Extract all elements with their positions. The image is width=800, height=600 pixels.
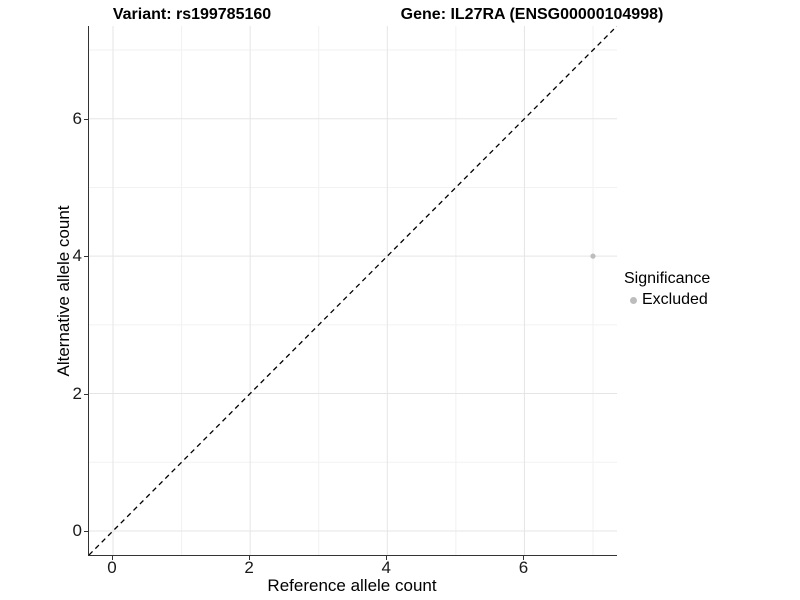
x-tick-mark	[523, 556, 525, 560]
y-tick-mark	[84, 118, 88, 120]
y-tick-mark	[84, 256, 88, 258]
plot-panel	[88, 26, 617, 556]
legend-entry: Excluded	[624, 291, 710, 309]
x-tick-label: 4	[381, 558, 392, 577]
y-tick-mark	[84, 530, 88, 532]
y-tick-mark	[84, 393, 88, 395]
y-axis-label: Alternative allele count	[54, 205, 73, 377]
y-tick-label: 6	[72, 108, 82, 128]
x-tick-label: 6	[518, 558, 529, 577]
data-point	[590, 253, 596, 259]
x-axis-label: Reference allele count	[267, 576, 437, 595]
legend-title: Significance	[624, 270, 711, 287]
legend-point-icon	[630, 296, 637, 304]
plot-title-gene: Gene: IL27RA (ENSG00000104998)	[400, 6, 664, 23]
y-tick-label: 4	[72, 246, 82, 266]
y-tick-label: 0	[72, 520, 82, 540]
x-tick-mark	[112, 556, 113, 560]
legend-entries: Excluded	[624, 291, 710, 309]
x-tick-mark	[249, 556, 251, 560]
x-tick-mark	[386, 556, 388, 560]
legend-entry-label: Excluded	[642, 291, 708, 308]
plot-area	[89, 26, 617, 555]
identity-reference-line	[89, 26, 617, 555]
x-tick-label: 0	[107, 558, 117, 577]
legend: Significance Excluded	[624, 270, 710, 309]
y-tick-label: 2	[72, 383, 82, 403]
x-tick-label: 2	[244, 558, 254, 577]
plot-title-variant: Variant: rs199785160	[112, 6, 272, 23]
